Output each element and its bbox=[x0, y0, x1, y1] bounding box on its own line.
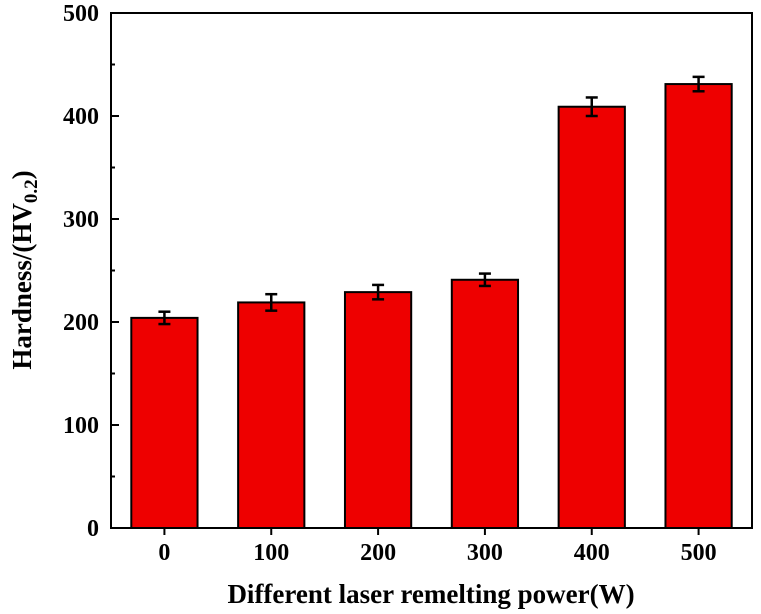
y-axis-label: Hardness/(HV0.2) bbox=[7, 170, 42, 369]
y-tick-label: 400 bbox=[63, 104, 99, 130]
y-tick-label: 200 bbox=[63, 310, 99, 336]
x-tick-labels: 0 100 200 300 400 500 bbox=[158, 540, 716, 566]
plot-frame bbox=[110, 12, 753, 529]
y-axis-label-subscript: 0.2 bbox=[21, 179, 42, 203]
x-axis-label: Different laser remelting power(W) bbox=[227, 579, 634, 609]
y-tick-label: 0 bbox=[87, 516, 99, 542]
y-axis-label-prefix: Hardness/(HV bbox=[7, 203, 37, 370]
y-tick-label: 100 bbox=[63, 413, 99, 439]
x-tick-label: 100 bbox=[253, 540, 289, 566]
bar-300 bbox=[450, 278, 520, 529]
y-axis-label-suffix: ) bbox=[7, 170, 37, 179]
bar-400 bbox=[557, 105, 626, 529]
x-tick-label: 500 bbox=[681, 540, 717, 566]
y-axis-ticks bbox=[111, 12, 119, 529]
x-axis-ticks bbox=[163, 528, 700, 535]
bar-200 bbox=[343, 291, 413, 529]
y-tick-label: 300 bbox=[63, 207, 99, 233]
bar-100 bbox=[237, 301, 306, 529]
x-tick-label: 400 bbox=[574, 540, 610, 566]
bar-500 bbox=[664, 83, 733, 529]
bar-0 bbox=[130, 316, 199, 529]
x-tick-label: 0 bbox=[158, 540, 170, 566]
x-tick-label: 300 bbox=[467, 540, 503, 566]
x-tick-label: 200 bbox=[360, 540, 396, 566]
y-tick-label: 500 bbox=[63, 1, 99, 27]
y-tick-labels: 0 100 200 300 400 500 bbox=[63, 1, 99, 542]
bars bbox=[130, 83, 733, 529]
error-bars bbox=[158, 75, 705, 326]
